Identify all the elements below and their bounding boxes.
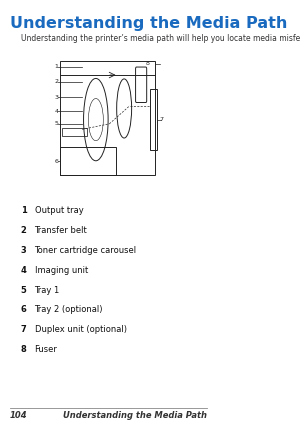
Text: Transfer belt: Transfer belt: [34, 226, 87, 235]
Text: Imaging unit: Imaging unit: [34, 266, 88, 275]
Text: Tray 2 (optional): Tray 2 (optional): [34, 306, 103, 314]
Text: 4: 4: [55, 109, 59, 114]
Text: 104: 104: [10, 411, 28, 420]
Text: Understanding the printer’s media path will help you locate media misfeeds.: Understanding the printer’s media path w…: [21, 34, 300, 43]
Text: Toner cartridge carousel: Toner cartridge carousel: [34, 246, 136, 255]
Text: Understanding the Media Path: Understanding the Media Path: [10, 16, 287, 31]
Text: Understanding the Media Path: Understanding the Media Path: [62, 411, 206, 420]
Text: 3: 3: [55, 95, 59, 100]
Text: Output tray: Output tray: [34, 206, 83, 215]
Text: 5: 5: [55, 121, 59, 126]
Text: 7: 7: [159, 117, 163, 122]
Text: 4: 4: [21, 266, 26, 275]
Text: 6: 6: [55, 159, 59, 164]
Text: 7: 7: [21, 325, 26, 334]
Text: Fuser: Fuser: [34, 345, 57, 354]
Text: 2: 2: [21, 226, 26, 235]
Text: Tray 1: Tray 1: [34, 286, 60, 295]
Text: 8: 8: [146, 61, 149, 66]
Text: Duplex unit (optional): Duplex unit (optional): [34, 325, 127, 334]
Text: 1: 1: [55, 64, 59, 69]
Text: 8: 8: [21, 345, 26, 354]
Text: 5: 5: [21, 286, 26, 295]
Text: 1: 1: [21, 206, 26, 215]
Text: 6: 6: [21, 306, 26, 314]
Text: 2: 2: [55, 79, 59, 85]
Text: 3: 3: [21, 246, 26, 255]
